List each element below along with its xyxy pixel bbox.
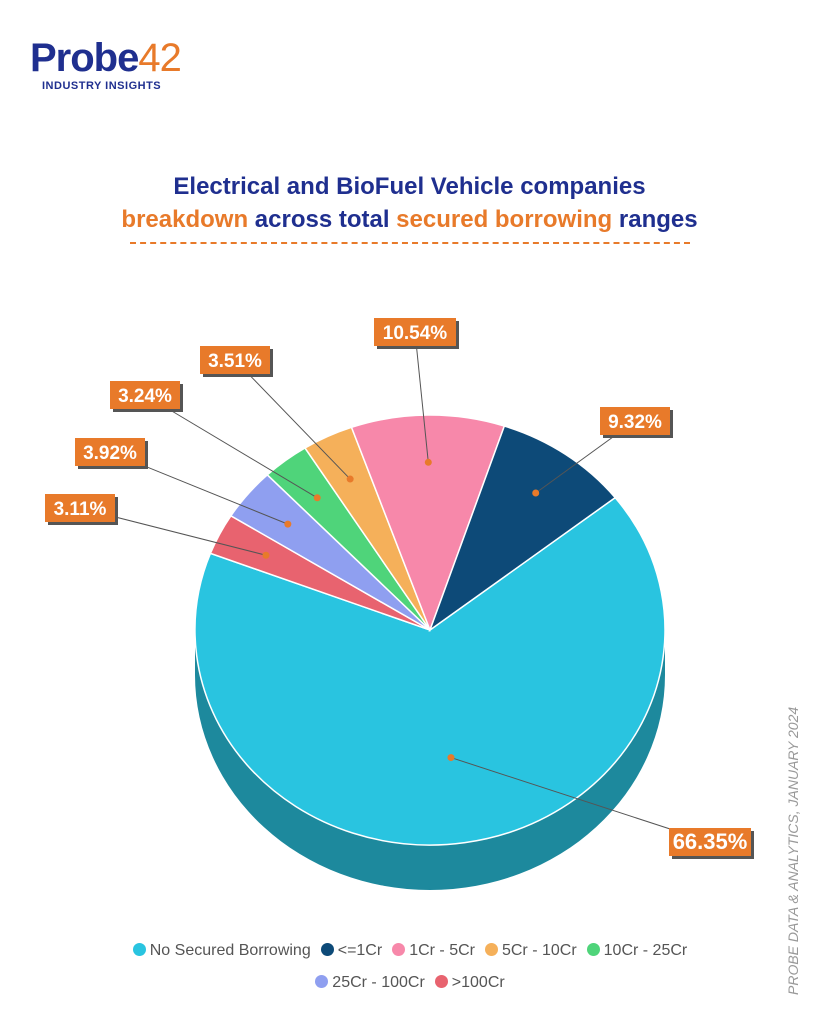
legend-item: No Secured Borrowing	[132, 935, 311, 967]
legend-swatch	[132, 943, 146, 956]
title-line-2: breakdown across total secured borrowing…	[0, 203, 819, 236]
legend-swatch	[320, 943, 334, 956]
data-label: 9.32%	[608, 412, 662, 433]
title-text-end: ranges	[612, 206, 698, 233]
chart-title: Electrical and BioFuel Vehicle companies…	[0, 170, 819, 236]
slice-1cr-5cr[interactable]	[350, 414, 506, 633]
leader-dot	[346, 475, 354, 483]
leader-dot	[532, 489, 540, 497]
legend-item: 10Cr - 25Cr	[586, 935, 688, 967]
data-label: 10.54%	[383, 323, 448, 344]
data-label: 66.35%	[673, 829, 748, 854]
leader-dot	[284, 520, 292, 528]
slice-side	[195, 630, 665, 890]
legend-item: 5Cr - 10Cr	[484, 935, 577, 967]
slice-no-secured-borrowing[interactable]	[194, 496, 666, 846]
leader-line	[450, 757, 711, 843]
data-label: 3.24%	[118, 386, 172, 407]
title-highlight-2: secured borrowing	[396, 206, 613, 233]
legend-item: <=1Cr	[320, 935, 383, 967]
title-highlight-1: breakdown	[121, 206, 249, 233]
legend-item: 25Cr - 100Cr	[315, 967, 425, 999]
leader-dot	[313, 494, 321, 502]
legend-label: 5Cr - 10Cr	[501, 942, 577, 959]
leader-line	[144, 394, 318, 499]
title-divider	[130, 242, 690, 244]
legend-swatch	[586, 943, 600, 956]
leader-dot	[424, 458, 432, 466]
legend-item: 1Cr - 5Cr	[392, 935, 475, 967]
legend-swatch	[392, 943, 406, 956]
label-box	[600, 407, 670, 435]
legend: No Secured Borrowing <=1Cr 1Cr - 5Cr 5Cr - …	[60, 935, 760, 999]
data-label: 3.11%	[54, 499, 107, 520]
leader-dot	[262, 551, 270, 559]
leader-dot	[447, 754, 455, 762]
source-note: PROBE DATA & ANALYTICS, JANUARY 2024	[785, 706, 801, 995]
label-box	[110, 381, 180, 409]
label-box	[374, 318, 456, 346]
legend-swatch	[484, 943, 498, 956]
label-box	[45, 494, 115, 522]
probe42-logo: Probe42 INDUSTRY INSIGHTS	[30, 36, 182, 92]
data-label: 3.92%	[83, 443, 137, 464]
legend-label: 10Cr - 25Cr	[603, 942, 688, 959]
label-box	[669, 828, 751, 856]
slice--1cr[interactable]	[428, 425, 617, 633]
leader-line	[234, 359, 351, 480]
title-line-1: Electrical and BioFuel Vehicle companies	[173, 173, 646, 200]
legend-swatch	[315, 975, 329, 988]
legend-label: No Secured Borrowing	[149, 942, 311, 959]
legend-label: 25Cr - 100Cr	[332, 974, 425, 991]
title-text: across total	[248, 206, 397, 233]
label-box	[75, 438, 145, 466]
logo-tagline: INDUSTRY INSIGHTS	[42, 80, 162, 92]
logo-number: 42	[138, 36, 181, 80]
legend-label: <=1Cr	[337, 942, 383, 959]
label-box	[200, 346, 270, 374]
legend-item: >100Cr	[434, 967, 505, 999]
logo-name: Probe	[30, 36, 139, 80]
legend-swatch	[434, 975, 448, 988]
legend-label: 1Cr - 5Cr	[409, 942, 475, 959]
data-label: 3.51%	[208, 351, 262, 372]
legend-label: >100Cr	[451, 974, 505, 991]
leader-line	[414, 331, 429, 463]
